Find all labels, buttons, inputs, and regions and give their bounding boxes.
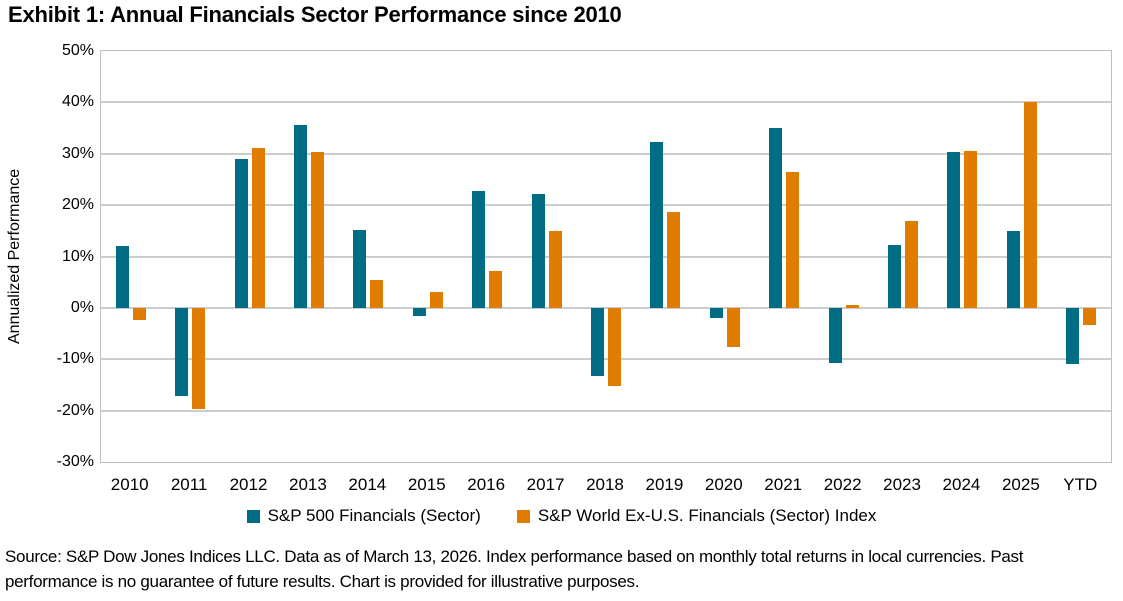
bar-sp500-2025 (1006, 230, 1020, 308)
legend-swatch-icon (516, 509, 530, 523)
bar-world-exus-2022 (845, 304, 859, 308)
bar-sp500-2012 (234, 158, 248, 308)
bar-sp500-ytd (1066, 307, 1080, 365)
plot-area (100, 50, 1112, 463)
bar-world-exus-2011 (192, 307, 206, 409)
x-tick-label: 2012 (229, 475, 268, 494)
bar-sp500-2018 (591, 307, 604, 376)
bar-sp500-2014 (353, 229, 367, 308)
y-tick-label: 40% (61, 93, 94, 111)
y-tick-label: 20% (61, 196, 94, 214)
y-tick-label: 30% (61, 144, 94, 162)
bar-sp500-2011 (175, 307, 189, 397)
bar-sp500-2013 (293, 125, 307, 308)
bar-world-exus-2019 (667, 212, 681, 308)
legend-swatch-icon (246, 509, 260, 523)
bar-world-exus-2015 (429, 291, 443, 308)
x-tick-label: 2023 (883, 475, 921, 494)
bar-world-exus-2021 (786, 171, 800, 308)
x-tick-label: 2024 (942, 475, 981, 494)
legend-label: S&P World Ex-U.S. Financials (Sector) In… (537, 506, 877, 525)
x-tick-label: 2014 (348, 475, 387, 494)
x-tick-label: 2019 (645, 475, 684, 494)
bar-world-exus-2012 (251, 147, 265, 308)
y-tick-label: -30% (56, 453, 94, 470)
x-tick-label: 2025 (1001, 475, 1040, 494)
x-tick-label: YTD (1063, 475, 1098, 494)
bar-world-exus-2010 (132, 307, 146, 321)
y-tick-label: 50% (61, 42, 94, 59)
bar-sp500-2022 (828, 307, 842, 364)
x-axis-tick-labels: 2010 2011 2012 2013 2014 2015 2016 2017 2018 2019… (100, 475, 1112, 497)
bar-world-exus-2014 (370, 279, 384, 308)
y-tick-label: 10% (61, 247, 94, 265)
bar-world-exus-2024 (964, 151, 978, 308)
gridline (101, 358, 1111, 361)
chart-legend: S&P 500 Financials (Sector) S&P World Ex-… (0, 506, 1123, 526)
bar-sp500-2017 (531, 193, 545, 308)
bar-sp500-2024 (947, 151, 961, 308)
y-tick-label: -10% (56, 350, 94, 368)
y-axis-tick-labels: 50% 40% 30% 20% 10% 0% -10% -20% -30% (0, 42, 94, 470)
gridline (101, 152, 1111, 155)
x-tick-label: 2020 (704, 475, 743, 494)
bar-sp500-2023 (888, 245, 902, 308)
legend-item-sp500-financials: S&P 500 Financials (Sector) (246, 506, 481, 526)
x-tick-label: 2016 (467, 475, 506, 494)
source-note: Source: S&P Dow Jones Indices LLC. Data … (5, 547, 1024, 591)
y-tick-label: 0% (70, 298, 94, 316)
x-tick-label: 2021 (764, 475, 803, 494)
bar-world-exus-2013 (310, 152, 324, 308)
gridline (101, 204, 1111, 207)
x-tick-label: 2010 (110, 475, 149, 494)
exhibit-title: Exhibit 1: Annual Financials Sector Perf… (8, 2, 622, 27)
bar-world-exus-2023 (905, 221, 919, 308)
legend-item-world-exus-financials: S&P World Ex-U.S. Financials (Sector) In… (516, 506, 877, 526)
bar-world-exus-ytd (1083, 307, 1097, 325)
gridline (101, 306, 1111, 309)
x-tick-label: 2011 (170, 475, 208, 494)
x-tick-label: 2017 (526, 475, 565, 494)
gridline (101, 101, 1111, 104)
x-tick-label: 2015 (407, 475, 446, 494)
gridline (101, 409, 1111, 412)
bar-sp500-2015 (412, 307, 426, 316)
legend-label: S&P 500 Financials (Sector) (267, 506, 481, 525)
bar-world-exus-2018 (608, 307, 621, 387)
bar-sp500-2021 (769, 128, 783, 308)
y-tick-label: -20% (56, 401, 94, 419)
x-tick-label: 2013 (289, 475, 327, 494)
bar-sp500-2019 (650, 142, 664, 308)
bar-world-exus-2016 (489, 270, 503, 308)
gridline (101, 255, 1111, 258)
bar-sp500-2016 (472, 190, 486, 308)
bar-sp500-2010 (115, 246, 129, 308)
bar-sp500-2020 (709, 307, 723, 319)
x-tick-label: 2018 (586, 475, 624, 494)
bar-world-exus-2025 (1023, 102, 1037, 308)
bar-world-exus-2020 (726, 307, 740, 347)
bar-world-exus-2017 (548, 231, 562, 308)
x-tick-label: 2022 (823, 475, 862, 494)
